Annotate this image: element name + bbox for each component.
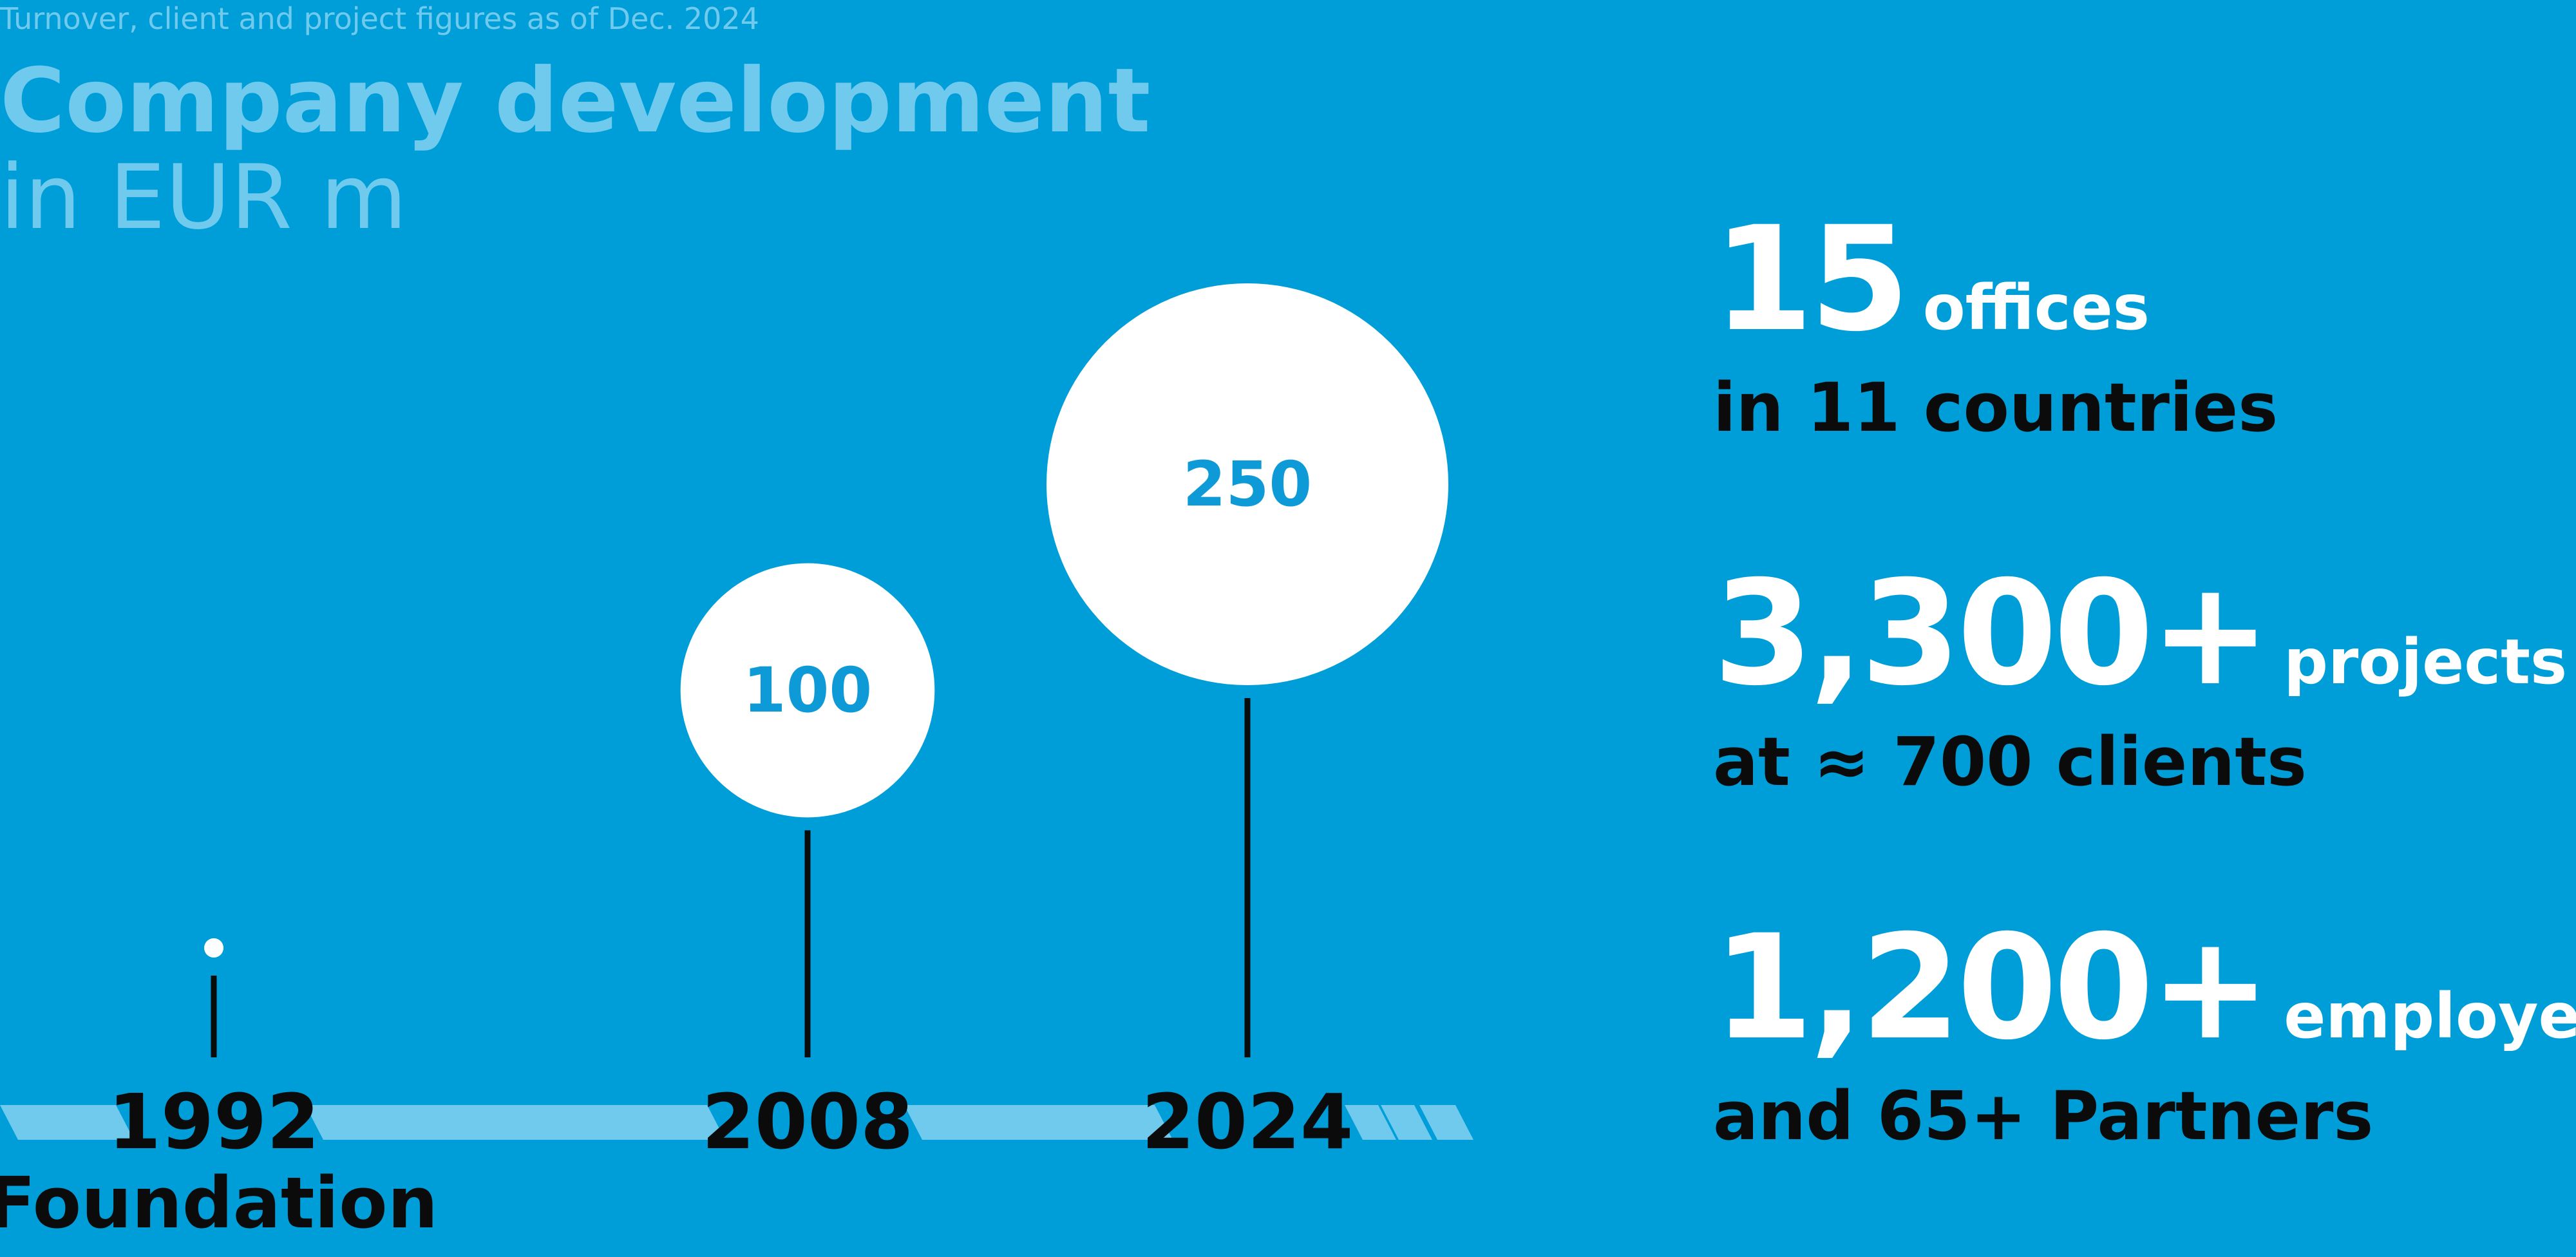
figures-note: Turnover, client and project figures as …: [0, 1, 759, 36]
axis-segment-6: [1419, 1105, 1473, 1140]
chart-title: Company development in EUR m: [0, 53, 1150, 246]
chart-title-line1: Company development: [0, 49, 1151, 153]
stat-offices-sub: in 11 countries: [1713, 368, 2278, 447]
stat-offices: 15 offices in 11 countries: [1713, 207, 2278, 448]
stat-offices-value: 15: [1713, 195, 1910, 363]
year-label-1992: 1992: [108, 1077, 319, 1166]
year-label-2024: 2024: [1142, 1077, 1353, 1166]
stat-employees-value: 1,200+: [1713, 903, 2271, 1072]
stat-projects-value: 3,300+: [1713, 549, 2271, 717]
marker-dot-1992: [204, 938, 223, 958]
stat-projects: 3,300+ projects at ≈ 700 clients: [1713, 562, 2568, 802]
annotation-1992: Foundation: [0, 1162, 438, 1244]
stat-projects-sub: at ≈ 700 clients: [1713, 723, 2307, 801]
year-label-2008: 2008: [702, 1077, 913, 1166]
axis-segment-4: [1345, 1105, 1396, 1140]
stat-employees-unit: employees: [2284, 980, 2576, 1052]
bubble-2024: [1046, 283, 1448, 685]
stat-employees-sub: and 65+ Partners: [1713, 1077, 2374, 1155]
stat-projects-unit: projects: [2284, 626, 2568, 698]
axis-segment-5: [1381, 1105, 1432, 1140]
bubble-2008: [680, 563, 935, 818]
chart-title-line2: in EUR m: [0, 146, 408, 249]
bubble-label-2024: 250: [1183, 448, 1312, 520]
axis-segment-3: [904, 1105, 1173, 1140]
axis-segment-2: [305, 1105, 725, 1140]
axis-segment-1: [0, 1105, 134, 1140]
stat-offices-unit: offices: [1922, 272, 2150, 344]
bubble-label-2008: 100: [743, 654, 872, 726]
stat-employees: 1,200+employees and 65+ Partners: [1713, 916, 2576, 1156]
